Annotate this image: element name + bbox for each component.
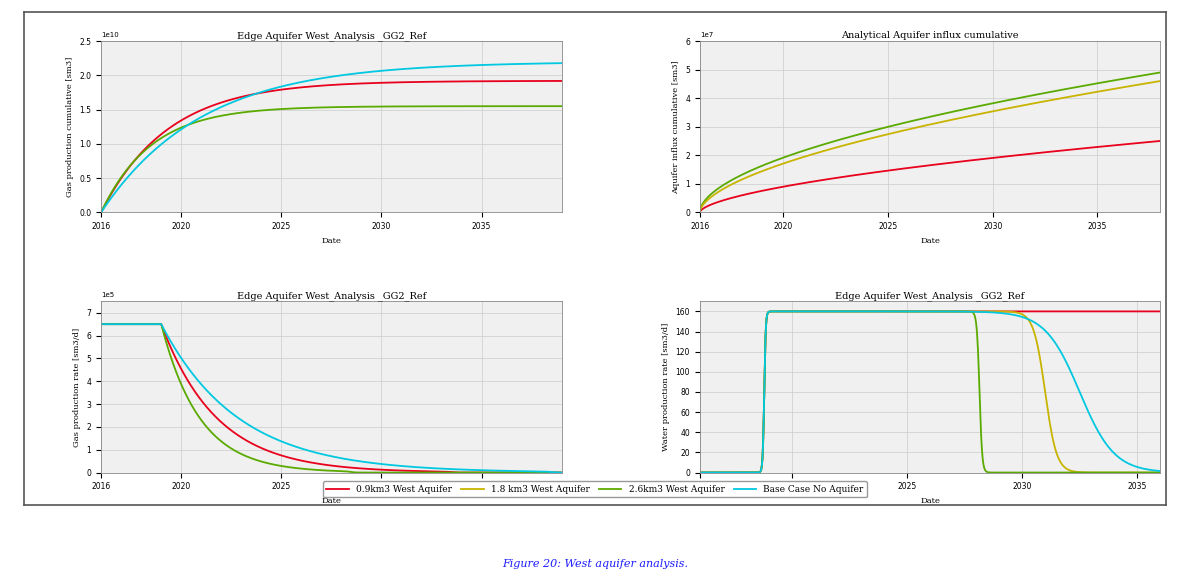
Text: Figure 20: West aquifer analysis.: Figure 20: West aquifer analysis. <box>502 559 688 569</box>
Y-axis label: Gas production rate [sm3/d]: Gas production rate [sm3/d] <box>73 328 81 447</box>
Y-axis label: Aquifer influx cumulative [sm3]: Aquifer influx cumulative [sm3] <box>671 60 679 194</box>
Legend: 0.9km3 West Aquifer, 1.8 km3 West Aquifer, 2.6km3 West Aquifer, Base Case No Aqu: 0.9km3 West Aquifer, 1.8 km3 West Aquife… <box>322 481 868 497</box>
Y-axis label: Gas production cumulative [sm3]: Gas production cumulative [sm3] <box>65 56 74 197</box>
Y-axis label: Water production rate [sm3/d]: Water production rate [sm3/d] <box>662 323 670 451</box>
X-axis label: Date: Date <box>321 497 342 505</box>
Title: Analytical Aquifer influx cumulative: Analytical Aquifer influx cumulative <box>841 31 1019 41</box>
X-axis label: Date: Date <box>920 497 940 505</box>
Title: Edge Aquifer West_Analysis _GG2_Ref: Edge Aquifer West_Analysis _GG2_Ref <box>835 292 1025 301</box>
X-axis label: Date: Date <box>321 237 342 245</box>
Title: Edge Aquifer West_Analysis _GG2_Ref: Edge Aquifer West_Analysis _GG2_Ref <box>237 31 426 41</box>
Title: Edge Aquifer West_Analysis _GG2_Ref: Edge Aquifer West_Analysis _GG2_Ref <box>237 292 426 301</box>
X-axis label: Date: Date <box>920 237 940 245</box>
